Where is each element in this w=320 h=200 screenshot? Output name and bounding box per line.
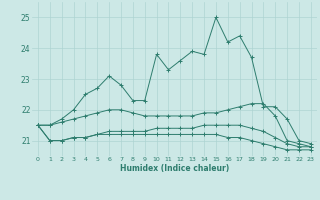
X-axis label: Humidex (Indice chaleur): Humidex (Indice chaleur) <box>120 164 229 173</box>
